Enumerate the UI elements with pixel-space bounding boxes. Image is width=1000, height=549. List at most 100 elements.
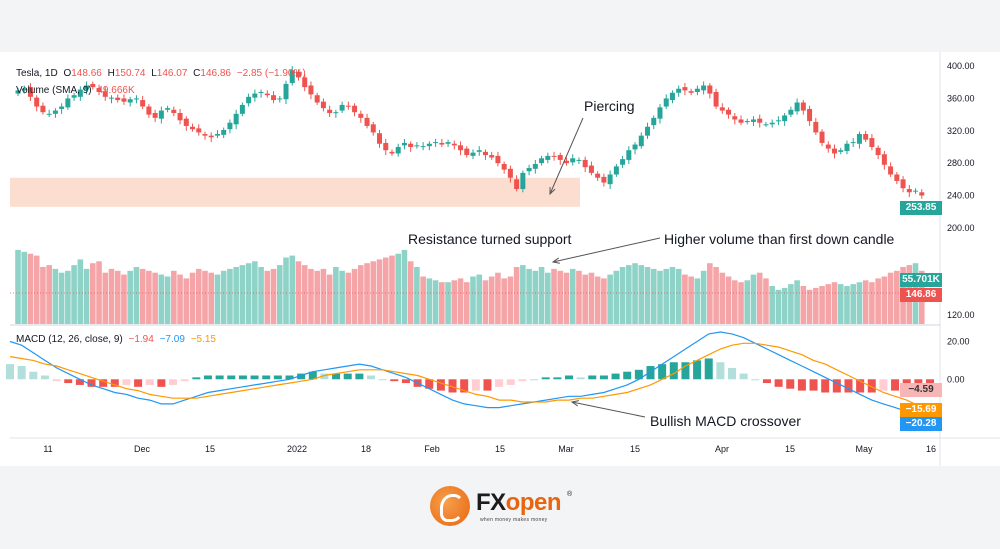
candle-body	[563, 160, 569, 164]
volume-legend: Volume (SMA, 9) 49.666K	[16, 85, 138, 96]
candle-body	[445, 142, 451, 144]
macd-histogram-bar	[553, 377, 562, 380]
volume-bar	[588, 272, 595, 324]
volume-bar	[638, 265, 645, 324]
macd-histogram-bar	[52, 379, 61, 382]
volume-bar	[426, 278, 433, 324]
volume-bar	[239, 265, 246, 324]
macd-histogram-bar	[821, 379, 830, 393]
macd-histogram-bar	[250, 375, 259, 380]
candle-body	[694, 88, 700, 92]
volume-bar	[432, 280, 439, 324]
candle-body	[863, 134, 869, 140]
volume-bar	[389, 255, 395, 324]
candle-body	[302, 77, 308, 88]
candle-body	[682, 87, 688, 91]
volume-bar	[875, 278, 881, 324]
candle-body	[713, 91, 719, 107]
candle-body	[856, 134, 862, 144]
volume-arrow	[552, 237, 661, 263]
volume-bar	[794, 280, 800, 324]
volume-bar	[252, 261, 258, 324]
volume-bar	[301, 265, 308, 324]
candle-body	[196, 128, 202, 133]
macd-signal-badge: −15.69	[900, 403, 942, 417]
volume-bar	[881, 276, 888, 324]
candle-body	[52, 110, 58, 114]
candle-body	[588, 165, 594, 173]
volume-bar	[576, 270, 582, 324]
volume-bar	[127, 270, 133, 324]
volume-bar	[788, 284, 794, 324]
macd-histogram-bar	[634, 369, 643, 380]
candle-body	[844, 143, 850, 152]
volume-bar	[731, 280, 738, 324]
candle-body	[881, 154, 887, 165]
candle-body	[246, 96, 252, 104]
candle-body	[732, 116, 738, 120]
candle-body	[370, 124, 376, 133]
time-tick-label: Apr	[715, 444, 729, 454]
candle-body	[744, 121, 750, 123]
macd-histogram-bar	[75, 379, 84, 385]
macd-hist-value: −1.94	[128, 334, 154, 345]
macd-line	[9, 331, 931, 422]
macd-histogram-bar	[180, 379, 189, 382]
volume-bar	[40, 267, 46, 324]
volume-bar	[407, 261, 414, 324]
volume-bar	[869, 282, 875, 324]
volume-bar	[682, 274, 688, 324]
candle-body	[750, 119, 756, 122]
time-tick-label: 18	[361, 444, 371, 454]
volume-bar	[227, 268, 233, 324]
macd-histogram-bar	[728, 367, 737, 380]
macd-annotation: Bullish MACD crossover	[650, 413, 801, 429]
candle-body	[688, 91, 694, 93]
candle-body	[65, 98, 71, 108]
macd-histogram-bar	[308, 371, 317, 380]
fxopen-wordmark: FXopen	[476, 489, 562, 517]
candle-body	[115, 97, 121, 101]
candle-body	[314, 95, 320, 103]
volume-bar	[769, 286, 775, 324]
macd-histogram-bar	[623, 371, 632, 380]
candle-body	[146, 106, 152, 115]
time-tick-label: Feb	[424, 444, 440, 454]
volume-bar	[507, 276, 514, 324]
high-label: H	[107, 68, 115, 79]
volume-bar	[457, 278, 464, 324]
macd-histogram-bar	[844, 379, 853, 393]
candle-body	[233, 113, 239, 125]
macd-histogram-bar	[87, 379, 96, 387]
time-tick-label: 11	[43, 444, 52, 454]
volume-tick-label: 120.00	[947, 310, 975, 320]
volume-bar	[139, 268, 146, 324]
volume-bar	[613, 270, 620, 324]
candle-body	[701, 85, 707, 91]
candle-body	[545, 155, 551, 160]
candle-body	[395, 146, 401, 154]
price-tick-label: 320.00	[947, 126, 975, 136]
volume-bar	[177, 274, 183, 324]
candle-body	[158, 110, 164, 119]
volume-bar	[420, 276, 426, 324]
volume-bar	[283, 257, 289, 324]
volume-bar	[488, 276, 495, 324]
price-chart[interactable]: 400.00 360.00 320.00 280.00 240.00 200.00 120.…	[0, 52, 1000, 466]
candle-body	[807, 108, 813, 122]
macd-histogram-bar	[203, 375, 212, 380]
volume-bar	[626, 265, 632, 324]
candle-body	[46, 113, 52, 115]
candle-body	[620, 159, 626, 165]
volume-bar	[233, 267, 239, 324]
volume-bar	[719, 272, 726, 324]
macd-histogram-bar	[809, 379, 818, 391]
volume-bar	[245, 263, 252, 324]
candle-body	[271, 95, 277, 101]
time-tick-label: May	[855, 444, 873, 454]
macd-histogram-bar	[6, 364, 14, 380]
candle-body	[96, 87, 102, 92]
macd-histogram-bar	[192, 377, 201, 380]
volume-bar	[825, 284, 832, 324]
candle-body	[707, 85, 713, 94]
